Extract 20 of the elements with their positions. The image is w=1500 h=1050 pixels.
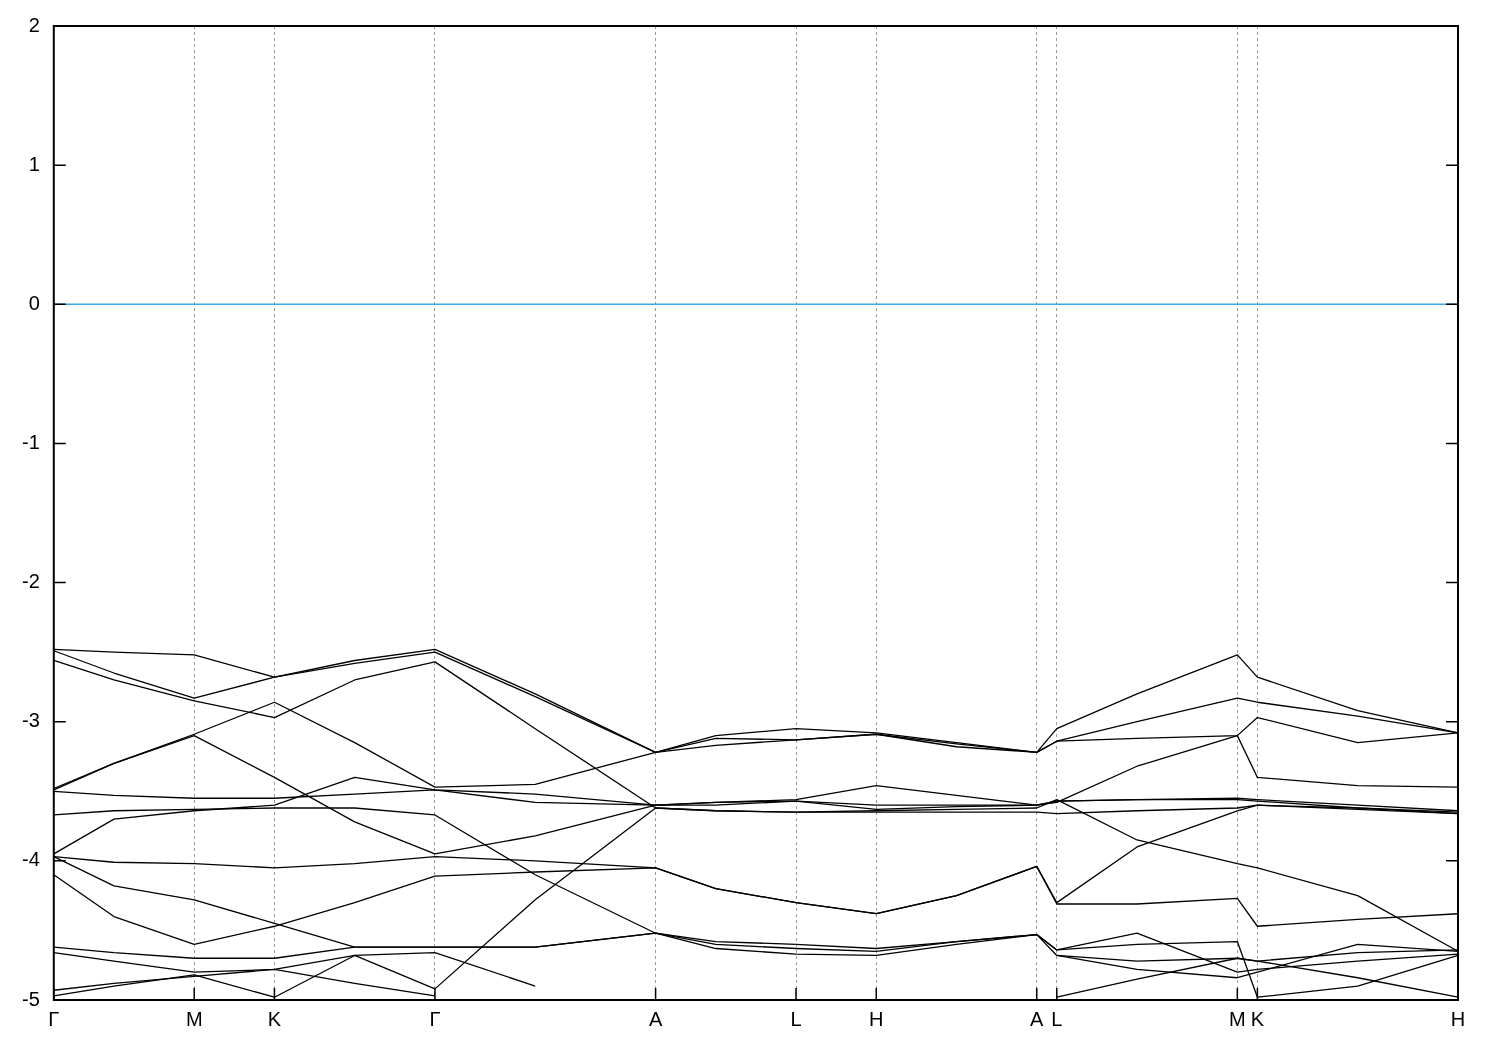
x-tick-label: Γ	[429, 1007, 441, 1030]
x-tick-label: H	[1450, 1007, 1466, 1030]
y-tick-label: 2	[28, 13, 40, 36]
x-tick-label: A	[1030, 1007, 1045, 1030]
x-tick-label: H	[869, 1007, 884, 1030]
x-tick-label: L	[790, 1007, 802, 1030]
x-tick-label: M	[1229, 1007, 1246, 1030]
y-tick-label: 0	[28, 291, 40, 314]
x-tick-label: L	[1051, 1007, 1063, 1030]
y-tick-label: -1	[21, 430, 40, 453]
y-tick-label: -2	[21, 570, 40, 593]
y-tick-label: -3	[21, 709, 40, 732]
y-tick-label: -4	[21, 848, 40, 871]
x-tick-label: A	[648, 1007, 663, 1030]
x-tick-label: K	[1250, 1007, 1265, 1030]
x-tick-label: M	[185, 1007, 203, 1030]
y-tick-label: -5	[21, 987, 40, 1010]
x-tick-label: Γ	[48, 1007, 60, 1030]
x-tick-label: K	[267, 1007, 282, 1030]
y-tick-label: 1	[28, 152, 40, 175]
